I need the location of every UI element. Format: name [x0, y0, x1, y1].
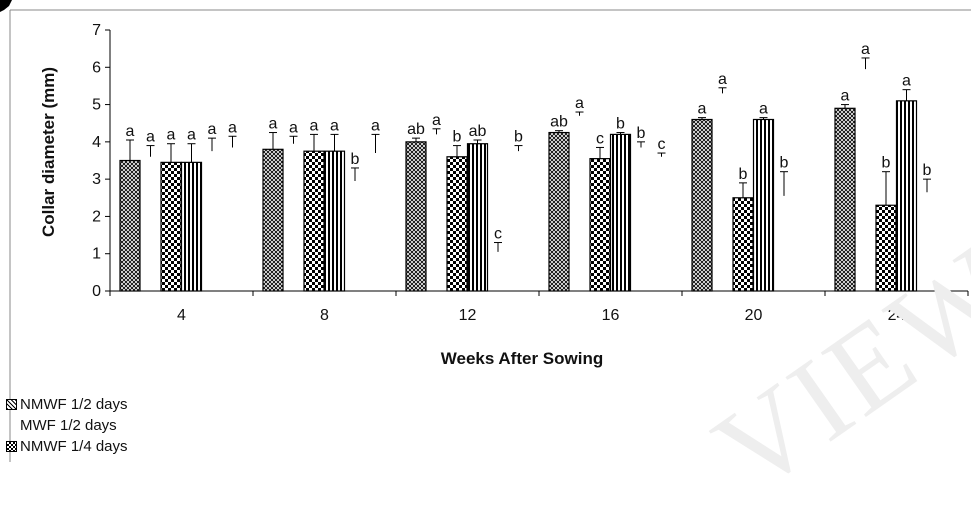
significance-label: a [146, 129, 155, 146]
y-tick-label: 0 [92, 283, 101, 300]
x-tick-label: 20 [745, 307, 763, 324]
significance-label: c [596, 130, 604, 147]
x-tick-label: 24 [888, 307, 906, 324]
x-axis-title: Weeks After Sowing [441, 349, 603, 368]
bar [548, 131, 570, 292]
significance-label: a [718, 71, 727, 88]
bar [180, 161, 203, 292]
significance-label: a [371, 117, 380, 134]
bar [160, 161, 182, 292]
significance-label: a [902, 73, 911, 90]
significance-label: a [330, 117, 339, 134]
significance-label: b [351, 151, 360, 168]
bar [752, 118, 775, 292]
significance-label: b [780, 155, 789, 172]
corner-marker-icon [0, 0, 12, 12]
bar [119, 159, 141, 292]
significance-label: b [923, 162, 932, 179]
x-tick-label: 4 [177, 307, 186, 324]
significance-label: a [187, 127, 196, 144]
legend-item: MWF 1/2 days [6, 415, 128, 436]
bar [446, 156, 468, 292]
bar [691, 118, 713, 292]
significance-label: ab [407, 121, 425, 138]
bar [466, 143, 489, 292]
significance-label: a [310, 117, 319, 134]
bar [323, 150, 346, 292]
significance-label: a [759, 101, 768, 118]
y-axis-title: Collar diameter (mm) [39, 67, 58, 237]
bar [589, 158, 611, 292]
legend-swatch-checker-icon [6, 441, 17, 452]
y-tick-label: 3 [92, 171, 101, 188]
significance-label: c [658, 136, 666, 153]
significance-label: a [228, 119, 237, 136]
significance-label: c [494, 226, 502, 243]
significance-label: a [289, 119, 298, 136]
significance-label: a [167, 127, 176, 144]
legend-label: MWF 1/2 days [20, 417, 117, 434]
significance-label: b [739, 166, 748, 183]
significance-label: a [841, 88, 850, 105]
significance-label: a [575, 95, 584, 112]
bar [834, 107, 856, 292]
y-tick-label: 4 [92, 134, 101, 151]
bar [732, 197, 754, 292]
significance-label: b [514, 129, 523, 146]
legend-swatch-crosshatch-icon [6, 399, 17, 410]
x-tick-label: 12 [459, 307, 477, 324]
legend-label: NMWF 1/2 days [20, 396, 128, 413]
y-tick-label: 7 [92, 22, 101, 39]
x-tick-label: 8 [320, 307, 329, 324]
significance-label: b [616, 116, 625, 133]
significance-label: b [453, 129, 462, 146]
significance-label: b [637, 125, 646, 142]
legend: NMWF 1/2 days MWF 1/2 days NMWF 1/4 days [6, 394, 128, 457]
bar [609, 133, 632, 292]
significance-label: a [126, 123, 135, 140]
y-tick-label: 6 [92, 59, 101, 76]
y-tick-label: 5 [92, 97, 101, 114]
bar [405, 141, 427, 292]
significance-label: a [208, 121, 217, 138]
y-tick-label: 2 [92, 208, 101, 225]
legend-item: NMWF 1/2 days [6, 394, 128, 415]
significance-label: b [882, 155, 891, 172]
x-tick-label: 16 [602, 307, 620, 324]
significance-label: a [432, 112, 441, 129]
bar [262, 148, 284, 292]
legend-label: NMWF 1/4 days [20, 438, 128, 455]
significance-label: a [269, 116, 278, 133]
significance-label: ab [550, 114, 568, 131]
bar [303, 150, 325, 292]
legend-swatch-empty-icon [6, 420, 17, 431]
significance-label: a [698, 101, 707, 118]
significance-label: ab [469, 123, 487, 140]
y-tick-label: 1 [92, 246, 101, 263]
significance-label: a [861, 41, 870, 58]
legend-item: NMWF 1/4 days [6, 436, 128, 457]
